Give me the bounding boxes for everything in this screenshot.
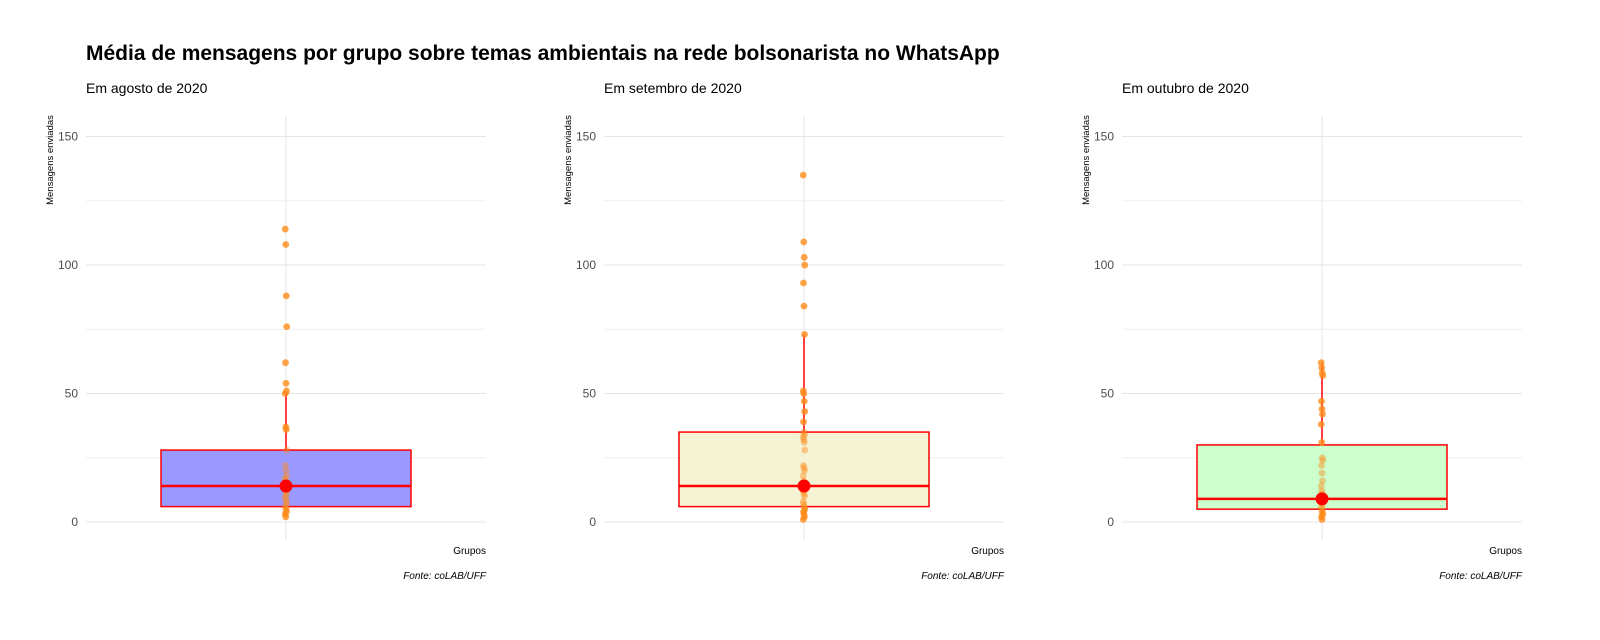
y-tick-label: 0 — [589, 515, 596, 529]
data-point — [800, 279, 807, 287]
x-axis-label: Grupos — [453, 546, 486, 557]
data-point — [800, 438, 808, 446]
data-point — [283, 500, 291, 508]
data-point — [800, 418, 807, 426]
panel-subtitle: Em outubro de 2020 — [1122, 80, 1249, 96]
y-tick-label: 0 — [1107, 515, 1114, 529]
data-point — [283, 472, 290, 480]
data-point — [1317, 359, 1325, 367]
data-point — [799, 171, 807, 179]
y-axis-label: Mensagens enviadas — [45, 115, 56, 205]
data-point — [282, 359, 289, 367]
data-point — [282, 513, 290, 521]
data-point — [281, 492, 289, 500]
data-point — [1319, 410, 1326, 418]
data-point — [799, 472, 807, 480]
data-point — [801, 261, 809, 269]
source-caption: Fonte: coLAB/UFF — [921, 571, 1005, 582]
data-point — [1319, 477, 1326, 485]
y-tick-label: 50 — [1101, 387, 1115, 401]
data-point — [282, 292, 290, 300]
y-axis-label: Mensagens enviadas — [563, 115, 574, 205]
data-point — [283, 323, 291, 331]
data-point — [801, 408, 809, 415]
y-tick-label: 150 — [576, 130, 596, 144]
data-point — [801, 492, 808, 500]
data-point — [800, 428, 808, 436]
y-tick-label: 0 — [71, 515, 78, 529]
y-tick-label: 150 — [58, 130, 78, 144]
data-point — [801, 431, 808, 439]
mean-marker — [797, 479, 811, 493]
data-point — [282, 467, 290, 475]
y-axis-label: Mensagens enviadas — [1081, 115, 1092, 205]
panel-august: Em agosto de 2020 0 50 100 150 Mensagens env… — [45, 0, 606, 640]
y-tick-label: 100 — [576, 258, 596, 272]
panel-october: Em outubro de 2020 0 50 100 150 Mensagens en… — [1081, 0, 1600, 640]
data-point — [283, 446, 291, 454]
data-point — [281, 390, 289, 397]
data-point — [282, 495, 290, 503]
data-point — [800, 302, 808, 310]
data-point — [282, 379, 290, 387]
data-point — [800, 253, 808, 261]
y-tick-label: 50 — [583, 387, 597, 401]
panel-subtitle: Em setembro de 2020 — [604, 80, 742, 96]
data-point — [282, 241, 290, 248]
data-point — [801, 467, 808, 475]
panel-subtitle: Em agosto de 2020 — [86, 80, 208, 96]
data-point — [1318, 397, 1325, 405]
data-point — [800, 397, 808, 405]
data-point — [799, 516, 807, 523]
y-tick-label: 150 — [1094, 130, 1114, 144]
box-iqr — [678, 431, 930, 508]
data-point — [800, 462, 807, 469]
data-point — [1318, 469, 1326, 477]
data-point — [800, 500, 808, 508]
data-point — [282, 426, 290, 433]
data-point — [800, 436, 808, 444]
data-point — [1317, 420, 1325, 428]
x-axis-label: Grupos — [971, 546, 1004, 557]
x-axis-label: Grupos — [1489, 546, 1522, 557]
panel-september: Em setembro de 2020 0 50 100 150 Mensagens e… — [563, 0, 1124, 640]
data-point — [800, 464, 808, 472]
data-point — [801, 331, 808, 338]
data-point — [1318, 516, 1326, 523]
mean-marker — [1315, 492, 1329, 506]
y-tick-label: 100 — [1094, 258, 1114, 272]
data-point — [801, 446, 809, 454]
data-point — [1318, 462, 1325, 469]
data-point — [1318, 438, 1326, 446]
data-point — [1318, 454, 1326, 462]
data-point — [800, 238, 808, 246]
y-tick-label: 100 — [58, 258, 78, 272]
data-point — [282, 462, 289, 469]
chart-title: Média de mensagens por grupo sobre temas… — [86, 42, 1000, 65]
source-caption: Fonte: coLAB/UFF — [403, 571, 487, 582]
data-point — [800, 390, 808, 397]
data-point — [799, 498, 807, 505]
data-point — [281, 225, 289, 233]
data-point — [799, 433, 807, 441]
mean-marker — [279, 479, 293, 493]
data-point — [282, 498, 290, 505]
data-point — [1318, 405, 1326, 413]
data-point — [1318, 364, 1326, 372]
data-point — [1319, 372, 1327, 379]
y-tick-label: 50 — [65, 387, 79, 401]
data-point — [1319, 456, 1327, 464]
source-caption: Fonte: coLAB/UFF — [1439, 571, 1523, 582]
data-point — [1317, 482, 1325, 490]
